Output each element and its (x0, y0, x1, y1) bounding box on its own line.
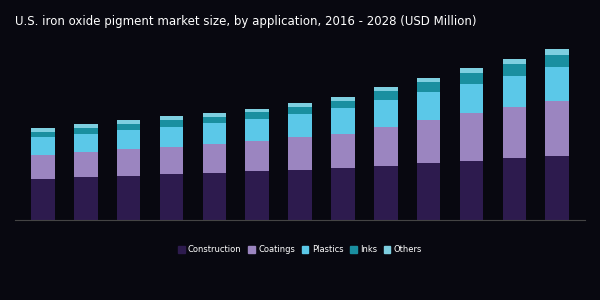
Bar (503, 158, 526, 220)
Bar (460, 68, 483, 73)
Bar (503, 76, 526, 107)
Bar (74, 177, 97, 220)
Bar (417, 82, 440, 92)
Bar (245, 109, 269, 112)
Bar (74, 128, 97, 134)
Bar (417, 164, 440, 220)
Bar (374, 166, 398, 220)
Bar (331, 168, 355, 220)
Bar (117, 120, 140, 124)
Bar (74, 152, 97, 177)
Bar (74, 124, 97, 128)
Bar (503, 64, 526, 76)
Bar (31, 132, 55, 137)
Bar (245, 112, 269, 119)
Bar (203, 173, 226, 220)
Bar (545, 55, 569, 67)
Bar (417, 77, 440, 82)
Bar (245, 171, 269, 220)
Bar (417, 120, 440, 164)
Bar (31, 179, 55, 220)
Bar (331, 101, 355, 108)
Bar (160, 127, 183, 147)
Bar (160, 147, 183, 174)
Bar (503, 59, 526, 64)
Bar (288, 114, 312, 137)
Bar (203, 123, 226, 144)
Bar (545, 101, 569, 155)
Bar (460, 73, 483, 84)
Bar (31, 128, 55, 132)
Bar (374, 91, 398, 100)
Bar (117, 130, 140, 149)
Bar (160, 120, 183, 127)
Bar (331, 97, 355, 101)
Bar (288, 107, 312, 114)
Bar (503, 107, 526, 158)
Bar (245, 119, 269, 141)
Bar (417, 92, 440, 120)
Bar (160, 116, 183, 120)
Bar (203, 117, 226, 123)
Bar (545, 67, 569, 101)
Bar (117, 176, 140, 220)
Bar (117, 149, 140, 176)
Bar (460, 161, 483, 220)
Bar (245, 141, 269, 171)
Bar (203, 113, 226, 117)
Bar (31, 154, 55, 179)
Legend: Construction, Coatings, Plastics, Inks, Others: Construction, Coatings, Plastics, Inks, … (175, 242, 425, 258)
Bar (74, 134, 97, 152)
Bar (288, 169, 312, 220)
Bar (460, 84, 483, 113)
Bar (288, 103, 312, 107)
Text: U.S. iron oxide pigment market size, by application, 2016 - 2028 (USD Million): U.S. iron oxide pigment market size, by … (15, 15, 476, 28)
Bar (117, 124, 140, 130)
Bar (545, 155, 569, 220)
Bar (374, 87, 398, 91)
Bar (31, 137, 55, 154)
Bar (331, 108, 355, 134)
Bar (203, 144, 226, 173)
Bar (374, 127, 398, 166)
Bar (160, 174, 183, 220)
Bar (545, 49, 569, 55)
Bar (374, 100, 398, 127)
Bar (331, 134, 355, 168)
Bar (460, 113, 483, 161)
Bar (288, 137, 312, 169)
